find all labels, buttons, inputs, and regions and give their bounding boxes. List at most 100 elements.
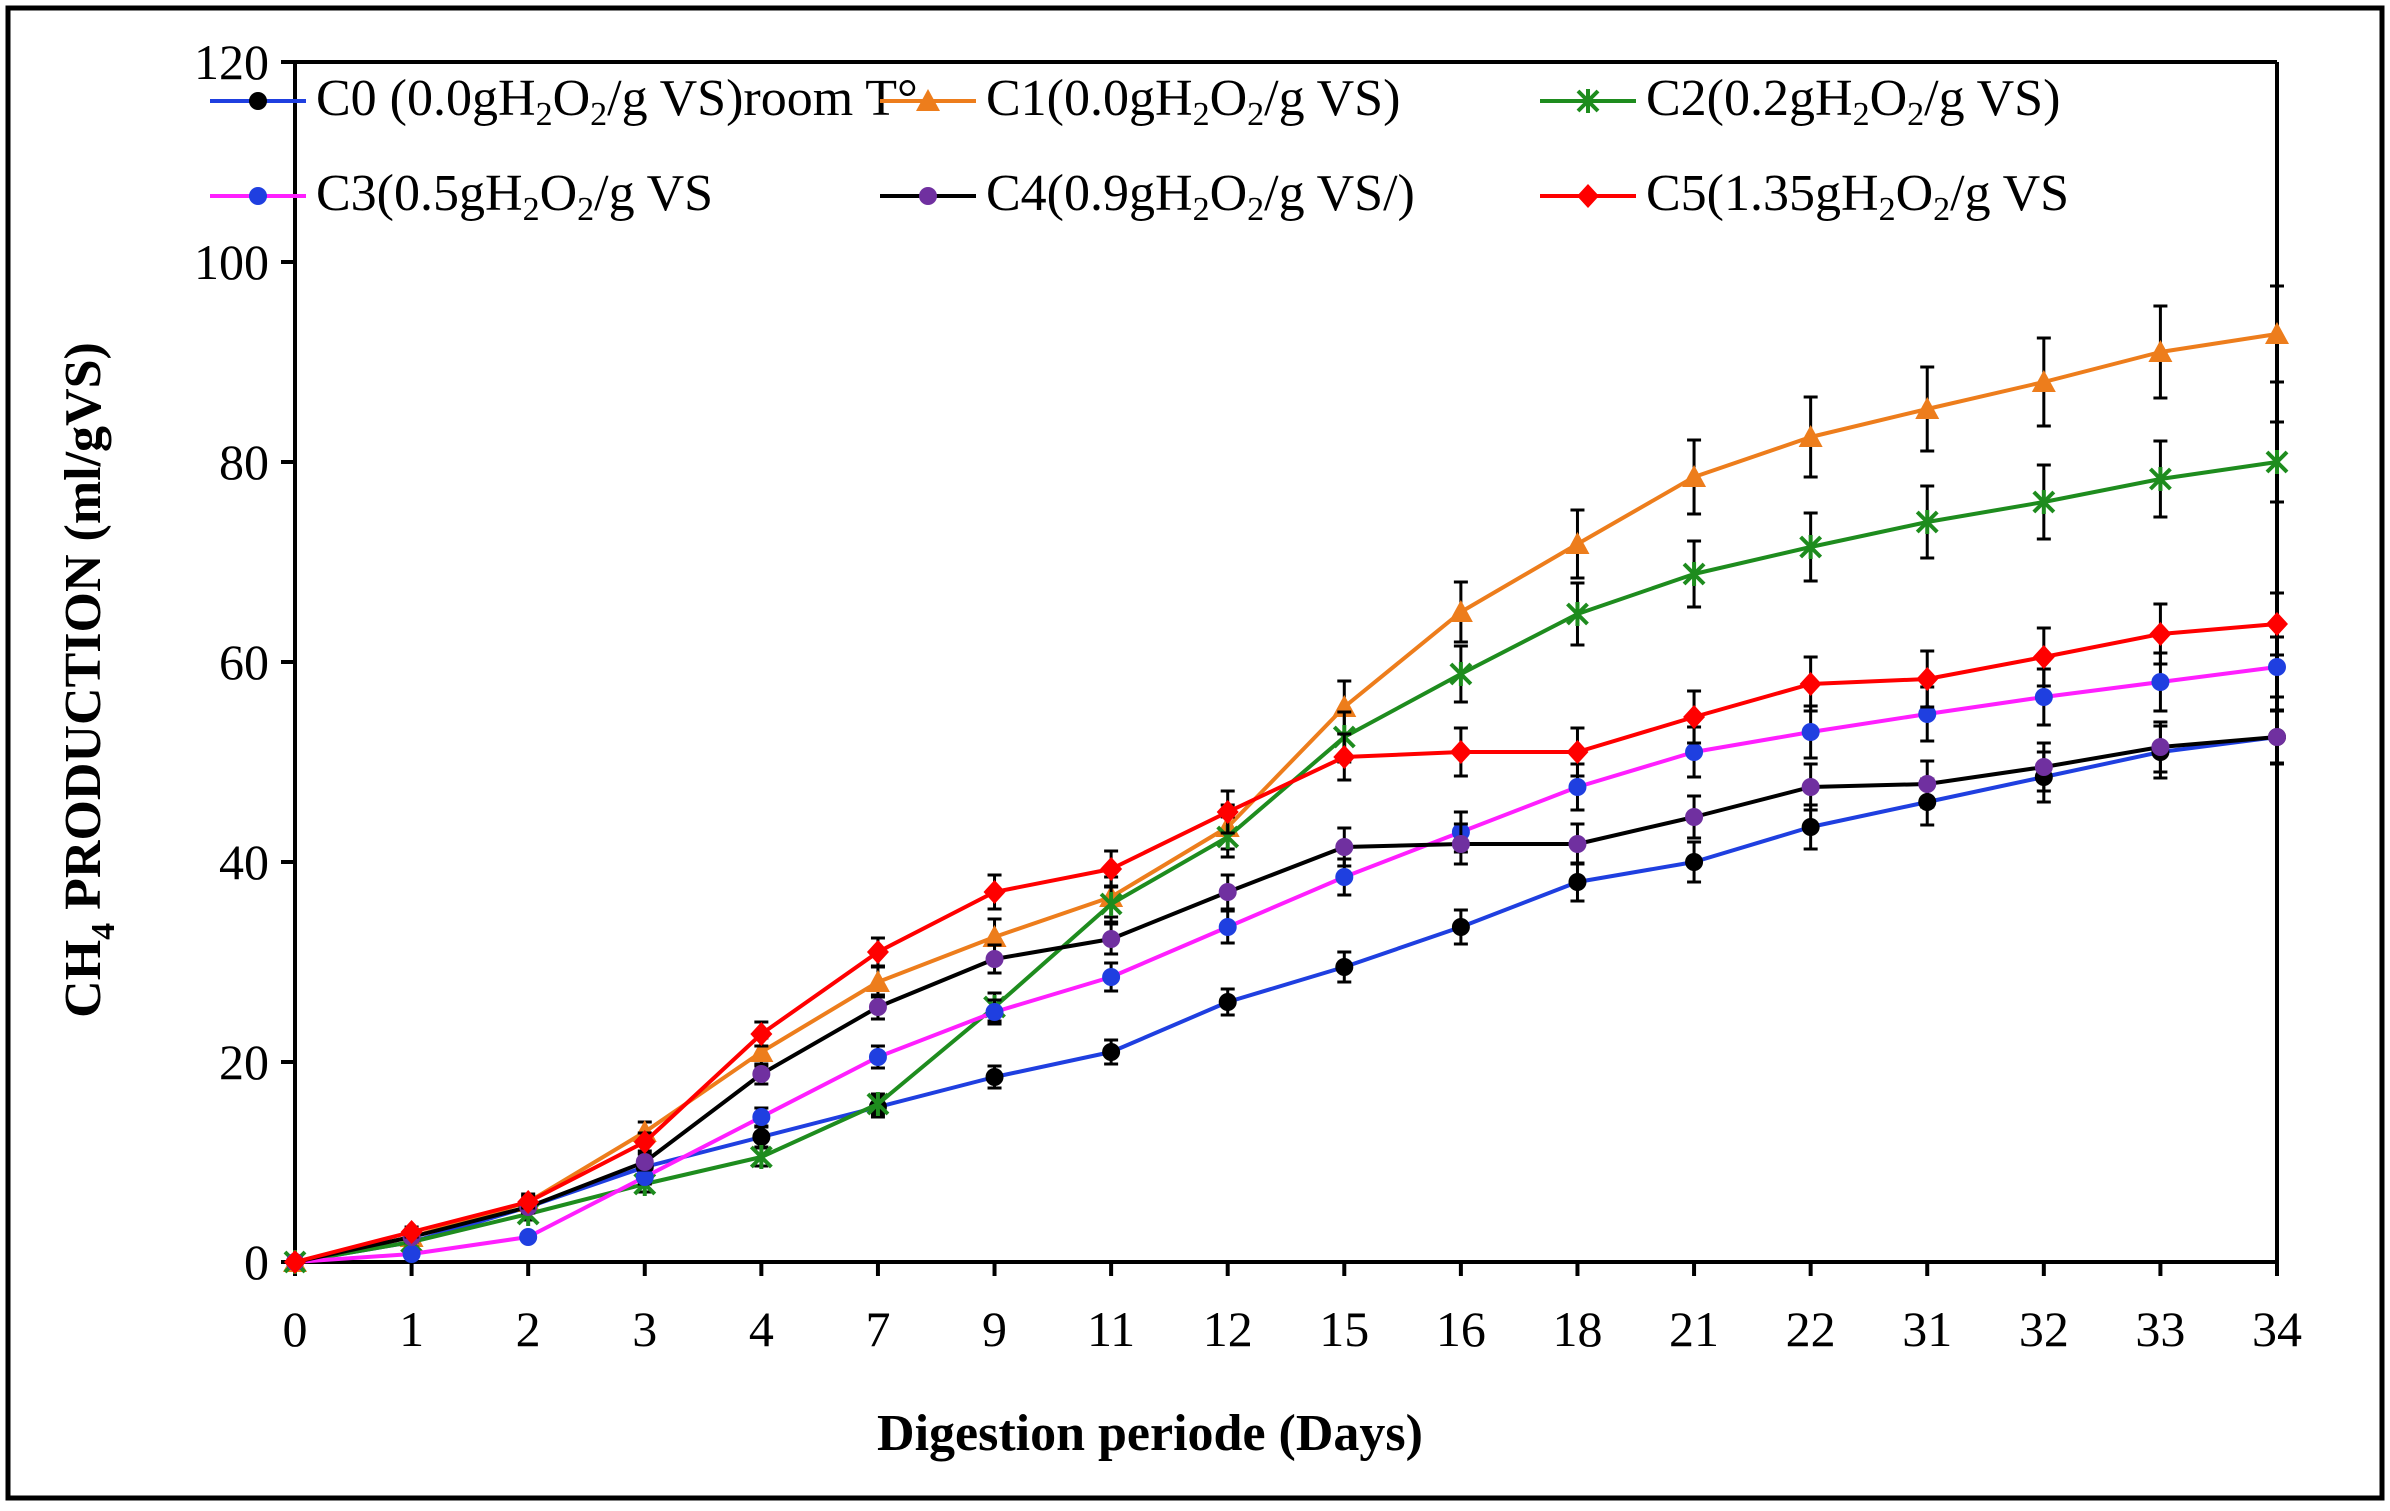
x-tick-label: 21 [1669, 1301, 1719, 1357]
marker-point [1799, 672, 1822, 696]
marker-point [1683, 705, 1706, 729]
x-tick-label: 31 [1902, 1301, 1952, 1357]
x-tick-label: 22 [1786, 1301, 1836, 1357]
marker-point [750, 1022, 773, 1046]
marker-point [1102, 930, 1121, 948]
legend-text-part: C0 (0.0gH [316, 70, 536, 127]
marker-point [752, 1108, 771, 1126]
legend-text-part: O [1896, 165, 1934, 222]
marker-legend [919, 187, 937, 205]
marker-point [1449, 740, 1472, 764]
marker-point [749, 1040, 774, 1062]
marker-point [1335, 838, 1354, 856]
marker-point [1102, 968, 1121, 986]
series-line-4 [294, 735, 2278, 1264]
marker-point [1801, 723, 1820, 741]
marker-point [1568, 778, 1587, 796]
legend-label: C1(0.0gH2O2/g VS) [986, 70, 1400, 133]
legend-subscript: 2 [1247, 191, 1264, 228]
marker-legend [1576, 89, 1600, 113]
x-tick-label: 2 [516, 1301, 541, 1357]
legend-item-3: C3(0.5gH2O2/g VS [210, 165, 713, 228]
marker-point [752, 1065, 771, 1083]
marker-point [866, 1092, 890, 1116]
legend-text-part: C2(0.2gH [1646, 70, 1853, 127]
legend-subscript: 2 [1247, 96, 1264, 133]
marker-point [1685, 853, 1704, 871]
x-tick-label: 7 [865, 1301, 890, 1357]
legend-text-part: O [553, 70, 591, 127]
legend-item-5: C5(1.35gH2O2/g VS [1540, 165, 2069, 228]
marker-point [1915, 510, 1939, 534]
marker-point [866, 940, 889, 964]
marker-point [2148, 467, 2172, 491]
legend-subscript: 2 [1193, 96, 1210, 133]
x-tick-label: 12 [1203, 1301, 1253, 1357]
legend-text-part: O [1870, 70, 1908, 127]
marker-point [1685, 743, 1704, 761]
marker-point [2032, 645, 2055, 669]
marker-point [1451, 835, 1470, 853]
legend-subscript: 2 [577, 191, 594, 228]
legend-item-1: C1(0.0gH2O2/g VS) [880, 70, 1400, 133]
marker-point [1798, 425, 1823, 447]
legend: C0 (0.0gH2O2/g VS)room T° C1(0.0gH2O2/g V… [210, 70, 2069, 228]
y-tick-label: 60 [219, 634, 269, 690]
y-axis-title-main: CH [55, 940, 112, 1018]
marker-point [1915, 397, 1940, 419]
x-tick-label: 0 [283, 1301, 308, 1357]
y-tick-label: 120 [194, 34, 269, 90]
legend-text-part: C4(0.9gH [986, 165, 1193, 222]
legend-text-part: /g VS)room T° [607, 70, 918, 127]
marker-point [1100, 857, 1123, 881]
marker-point [982, 925, 1007, 947]
marker-point [2034, 688, 2053, 706]
y-tick-label: 0 [244, 1234, 269, 1290]
marker-point [752, 1128, 771, 1146]
x-tick-label: 15 [1319, 1301, 1369, 1357]
legend-label: C2(0.2gH2O2/g VS) [1646, 70, 2060, 133]
marker-point [983, 880, 1006, 904]
x-tick-label: 3 [632, 1301, 657, 1357]
legend-label: C4(0.9gH2O2/g VS/) [986, 165, 1415, 228]
marker-point [2265, 450, 2289, 474]
y-tick-label: 20 [219, 1034, 269, 1090]
legend-subscript: 2 [1879, 191, 1896, 228]
marker-point [1682, 562, 1706, 586]
outer-frame [5, 5, 2385, 1501]
series-0 [286, 708, 2286, 1271]
series-line-5 [294, 622, 2278, 1264]
legend-text-part: O [1210, 70, 1248, 127]
marker-point [400, 1220, 423, 1244]
marker-point [402, 1245, 421, 1263]
marker-point [2148, 340, 2173, 362]
marker-point [2151, 738, 2170, 756]
marker-point [1099, 892, 1123, 916]
legend-subscript: 2 [536, 96, 553, 133]
legend-text-part: /g VS/) [1264, 165, 1415, 222]
marker-point [635, 1168, 654, 1186]
marker-point [1682, 465, 1707, 487]
x-tick-label: 16 [1436, 1301, 1486, 1357]
legend-text-part: O [540, 165, 578, 222]
legend-subscript: 2 [1907, 96, 1924, 133]
legend-text-part: C5(1.35gH [1646, 165, 1879, 222]
x-tick-label: 33 [2135, 1301, 2185, 1357]
marker-legend [916, 89, 940, 111]
marker-point [1685, 808, 1704, 826]
marker-point [2031, 370, 2056, 392]
marker-point [1918, 775, 1937, 793]
series-line-1 [294, 332, 2278, 1264]
x-tick-label: 32 [2019, 1301, 2069, 1357]
marker-point [1801, 778, 1820, 796]
marker-point [2266, 612, 2288, 636]
marker-point [1218, 883, 1237, 901]
marker-point [865, 970, 890, 992]
legend-text-part: O [1210, 165, 1248, 222]
x-ticks: 0 1 2 3 4 7 9 11 12 15 16 18 21 22 31 32 33 34 [283, 1262, 2302, 1357]
marker-legend [249, 92, 267, 110]
marker-point [1216, 800, 1239, 824]
marker-point [2265, 322, 2289, 344]
legend-text-part: /g VS) [1924, 70, 2060, 127]
